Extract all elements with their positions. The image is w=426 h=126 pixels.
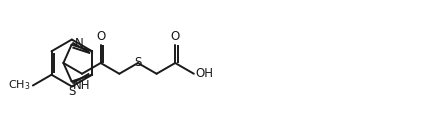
Text: S: S <box>134 56 141 69</box>
Text: CH$_3$: CH$_3$ <box>9 78 31 92</box>
Text: O: O <box>96 30 105 43</box>
Text: O: O <box>170 30 180 43</box>
Text: NH: NH <box>73 79 91 92</box>
Text: OH: OH <box>196 67 214 80</box>
Text: N: N <box>75 37 83 50</box>
Text: S: S <box>68 85 75 98</box>
